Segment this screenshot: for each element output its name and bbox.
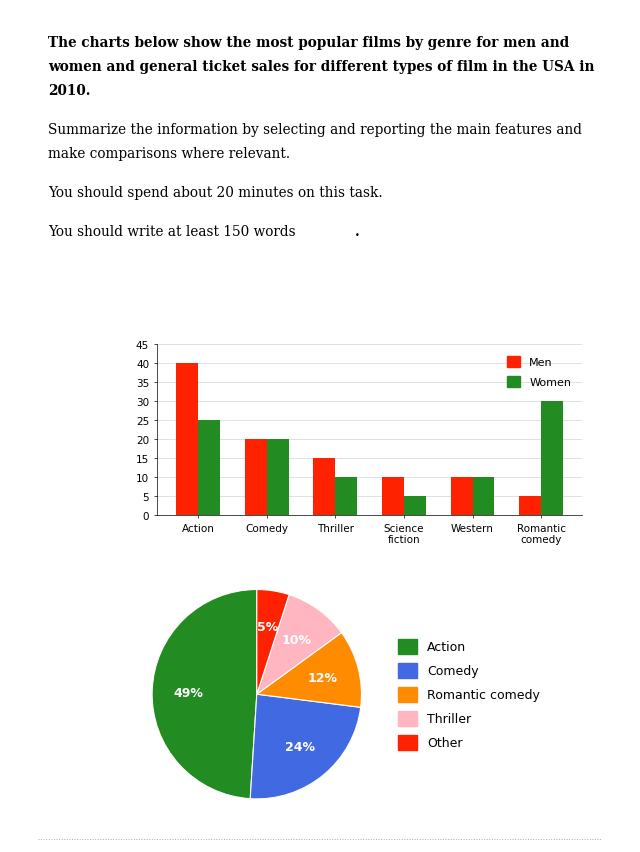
Bar [314,458,335,515]
Bar [335,478,357,515]
Bar [198,421,220,515]
Wedge shape [257,590,289,694]
Bar [382,478,404,515]
Bar [451,478,472,515]
Bar [404,497,426,515]
Bar [472,478,495,515]
Legend: Men, Women: Men, Women [502,351,577,394]
Text: make comparisons where relevant.: make comparisons where relevant. [48,147,290,160]
Legend: Action, Comedy, Romantic comedy, Thriller, Other: Action, Comedy, Romantic comedy, Thrille… [398,639,540,750]
Text: 24%: 24% [285,740,315,753]
Bar [519,497,541,515]
Text: .: . [355,225,360,239]
Bar [176,364,198,515]
Wedge shape [250,694,361,799]
Wedge shape [152,590,257,798]
Text: You should write at least 150 words.: You should write at least 150 words. [48,225,324,239]
Text: 49%: 49% [174,686,204,699]
Wedge shape [257,633,362,707]
Bar [541,402,563,515]
Text: 12%: 12% [308,671,338,684]
Text: Summarize the information by selecting and reporting the main features and: Summarize the information by selecting a… [48,123,582,136]
Text: You should write at least 150 words: You should write at least 150 words [48,225,296,239]
Text: 5%: 5% [257,621,278,634]
Wedge shape [257,595,342,694]
Text: 10%: 10% [282,633,312,646]
Text: The charts below show the most popular films by genre for men and: The charts below show the most popular f… [48,36,569,49]
Bar [267,440,289,515]
Bar [244,440,267,515]
Text: You should spend about 20 minutes on this task.: You should spend about 20 minutes on thi… [48,186,383,199]
Text: 2010.: 2010. [48,83,90,97]
Text: women and general ticket sales for different types of film in the USA in: women and general ticket sales for diffe… [48,60,595,73]
